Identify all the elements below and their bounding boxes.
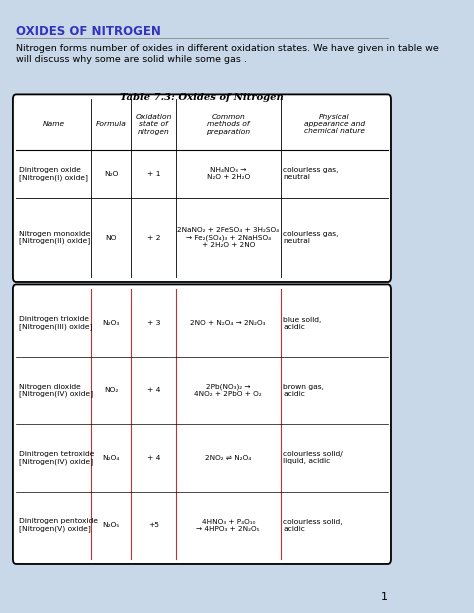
Text: colourless solid/
liquid, acidic: colourless solid/ liquid, acidic [283,451,343,465]
Text: N₂O₄: N₂O₄ [102,455,120,461]
Text: 4HNO₃ + P₄O₁₀
→ 4HPO₃ + 2N₂O₅: 4HNO₃ + P₄O₁₀ → 4HPO₃ + 2N₂O₅ [196,519,260,532]
Text: + 4: + 4 [147,455,160,461]
Text: Nitrogen forms number of oxides in different oxidation states. We have given in : Nitrogen forms number of oxides in diffe… [16,44,439,64]
Text: 1: 1 [381,592,388,602]
Text: NO₂: NO₂ [104,387,118,394]
Text: 2Pb(NO₃)₂ →
4NO₂ + 2PbO + O₂: 2Pb(NO₃)₂ → 4NO₂ + 2PbO + O₂ [194,384,262,397]
Text: + 4: + 4 [147,387,160,394]
Text: colourless gas,
neutral: colourless gas, neutral [283,167,338,180]
Text: Name: Name [43,121,64,128]
Text: brown gas,
acidic: brown gas, acidic [283,384,324,397]
Text: +5: +5 [148,522,159,528]
Text: colourless solid,
acidic: colourless solid, acidic [283,519,343,532]
Text: colourless gas,
neutral: colourless gas, neutral [283,231,338,244]
Text: Dinitrogen oxide
[Nitrogen(I) oxide]: Dinitrogen oxide [Nitrogen(I) oxide] [18,167,88,181]
Text: blue solid,
acidic: blue solid, acidic [283,316,321,330]
Text: Dinitrogen tetroxide
[Nitrogen(IV) oxide]: Dinitrogen tetroxide [Nitrogen(IV) oxide… [18,451,94,465]
Text: Nitrogen monoxide
[Nitrogen(II) oxide]: Nitrogen monoxide [Nitrogen(II) oxide] [18,230,90,245]
Text: + 1: + 1 [147,171,160,177]
FancyBboxPatch shape [13,94,391,282]
Text: + 3: + 3 [147,320,160,326]
Text: Dinitrogen pentoxide
[Nitrogen(V) oxide]: Dinitrogen pentoxide [Nitrogen(V) oxide] [18,519,98,532]
Text: N₂O₃: N₂O₃ [102,320,120,326]
Text: Dinitrogen trioxide
[Nitrogen(III) oxide]: Dinitrogen trioxide [Nitrogen(III) oxide… [18,316,92,330]
Text: 2NO + N₂O₄ → 2N₂O₃: 2NO + N₂O₄ → 2N₂O₃ [191,320,266,326]
Text: N₂O: N₂O [104,171,118,177]
Text: 2NaNO₂ + 2FeSO₄ + 3H₂SO₄
→ Fe₂(SO₄)₃ + 2NaHSO₄
+ 2H₂O + 2NO: 2NaNO₂ + 2FeSO₄ + 3H₂SO₄ → Fe₂(SO₄)₃ + 2… [177,227,279,248]
Text: NO: NO [105,235,117,240]
Text: Formula: Formula [96,121,127,128]
Text: N₂O₅: N₂O₅ [102,522,120,528]
Text: Table 7.3: Oxides of Nitrogen: Table 7.3: Oxides of Nitrogen [120,93,284,102]
Text: Oxidation
state of
nitrogen: Oxidation state of nitrogen [135,115,172,134]
Text: Common
methods of
preparation: Common methods of preparation [206,115,250,134]
Text: Physical
appearance and
chemical nature: Physical appearance and chemical nature [304,115,365,134]
FancyBboxPatch shape [13,284,391,564]
Text: 2NO₂ ⇌ N₂O₄: 2NO₂ ⇌ N₂O₄ [205,455,251,461]
Text: OXIDES OF NITROGEN: OXIDES OF NITROGEN [16,25,161,37]
Text: Nitrogen dioxide
[Nitrogen(IV) oxide]: Nitrogen dioxide [Nitrogen(IV) oxide] [18,384,93,397]
Text: + 2: + 2 [147,235,160,240]
Text: NH₄NO₃ →
N₂O + 2H₂O: NH₄NO₃ → N₂O + 2H₂O [207,167,250,180]
